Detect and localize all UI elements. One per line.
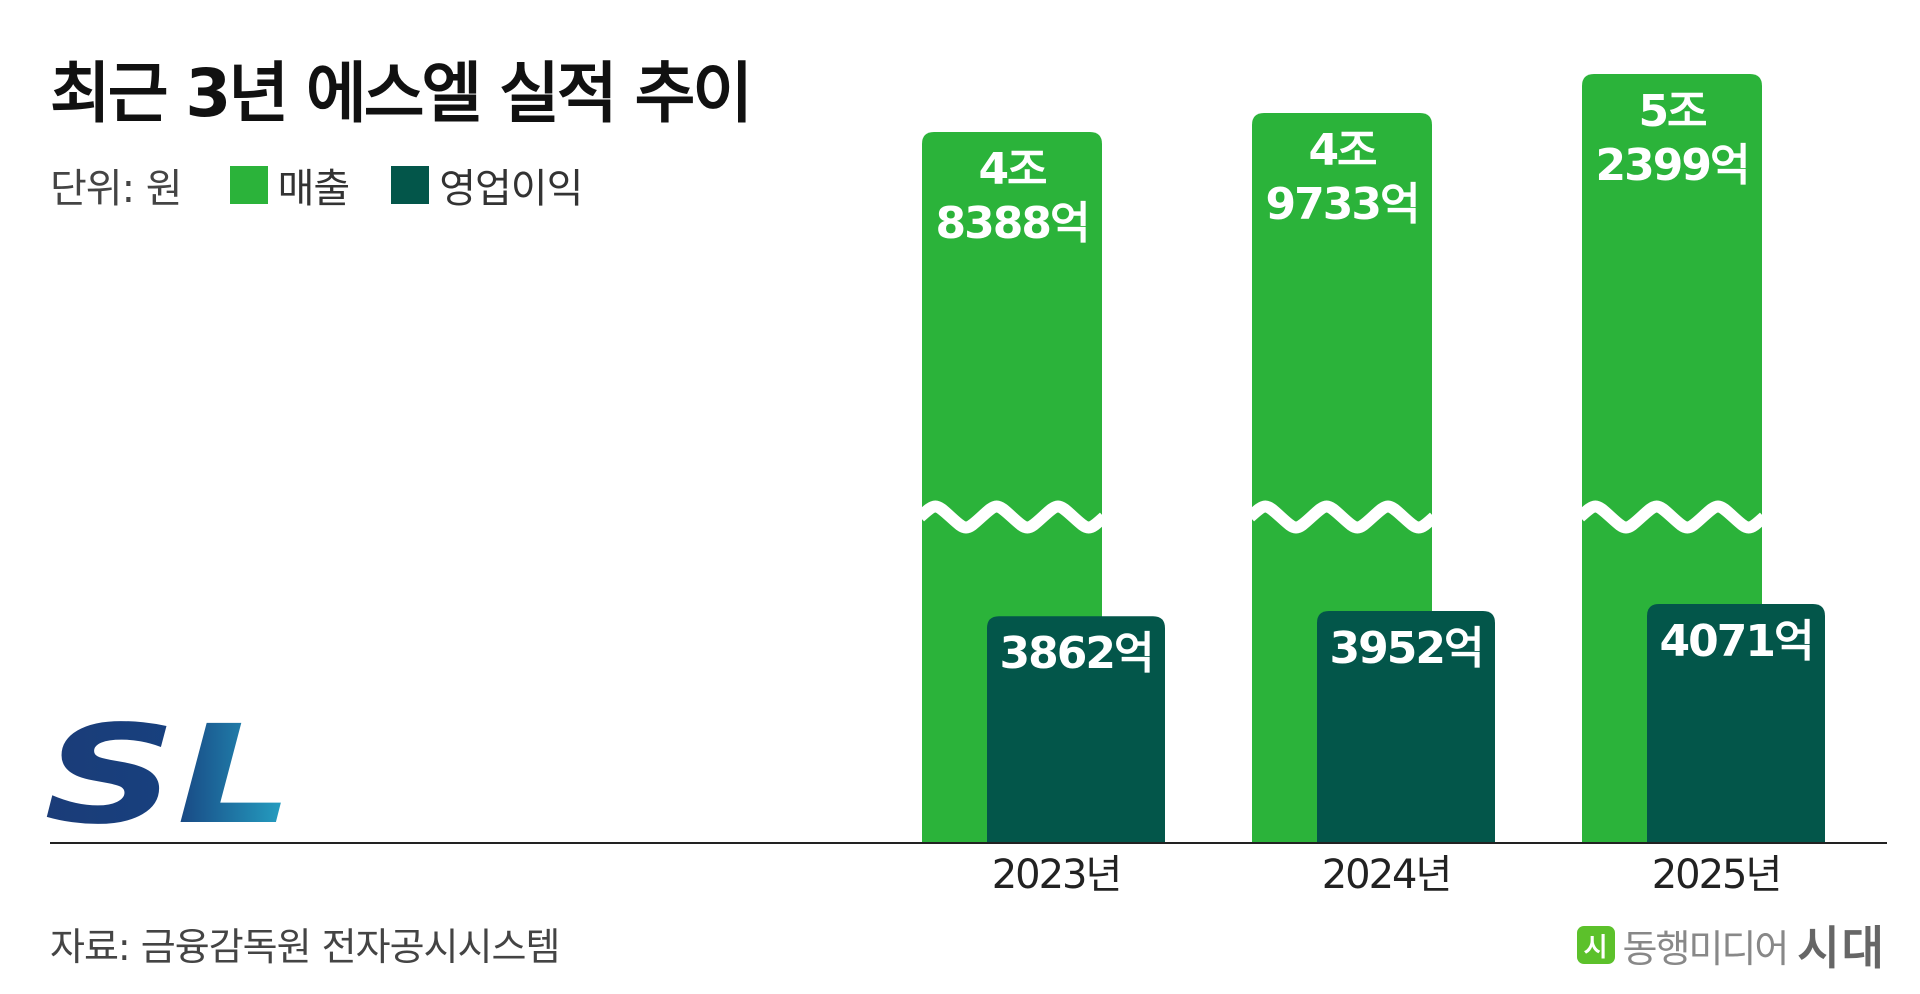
bar-operating-profit-3 [1647, 604, 1825, 842]
x-tick-label-2: 2024년 [1322, 852, 1451, 898]
x-tick-label-1: 2023년 [992, 852, 1121, 898]
unit-label: 단위: 원 [50, 166, 183, 212]
legend: 단위: 원 매출 영업이익 [50, 160, 624, 212]
chart-title: 최근 3년 에스엘 실적 추이 [50, 55, 753, 132]
svg-text:SL: SL [44, 697, 294, 855]
bar-operating-profit-2 [1317, 610, 1495, 842]
legend-label-operating-profit: 영업이익 [439, 166, 583, 212]
data-label-sales-2-line-1: 4조 [1308, 125, 1376, 176]
axis-break-2 [1245, 500, 1439, 534]
axis-break-1 [915, 500, 1109, 534]
data-label-sales-3-line-2: 2399억 [1596, 140, 1749, 191]
data-label-sales-3-line-1: 5조 [1638, 86, 1706, 137]
legend-swatch-sales [229, 166, 268, 204]
brand-name: 동행미디어 [1622, 926, 1790, 971]
sl-logo-icon: SL [44, 697, 294, 855]
data-label-sales-1-line-2: 8388억 [936, 198, 1089, 249]
source-note: 자료: 금융감독원 전자공시시스템 [50, 925, 560, 969]
axis-break-3 [1575, 500, 1769, 534]
brand-logo: 시 동행미디어 시대 [1576, 912, 1886, 978]
data-label-sales-2-line-2: 9733억 [1266, 179, 1419, 230]
x-tick-label-3: 2025년 [1652, 852, 1781, 898]
bar-operating-profit-1 [987, 616, 1165, 842]
brand-mark-icon: 시 [1576, 926, 1615, 964]
legend-swatch-operating-profit [391, 166, 430, 204]
data-label-operating-profit-3: 4071억 [1660, 616, 1813, 667]
legend-label-sales: 매출 [277, 166, 351, 212]
data-label-operating-profit-2: 3952억 [1330, 623, 1483, 674]
data-label-operating-profit-1: 3862억 [1000, 628, 1153, 679]
data-label-sales-1-line-1: 4조 [978, 144, 1046, 195]
brand-name-strong: 시대 [1797, 921, 1886, 975]
